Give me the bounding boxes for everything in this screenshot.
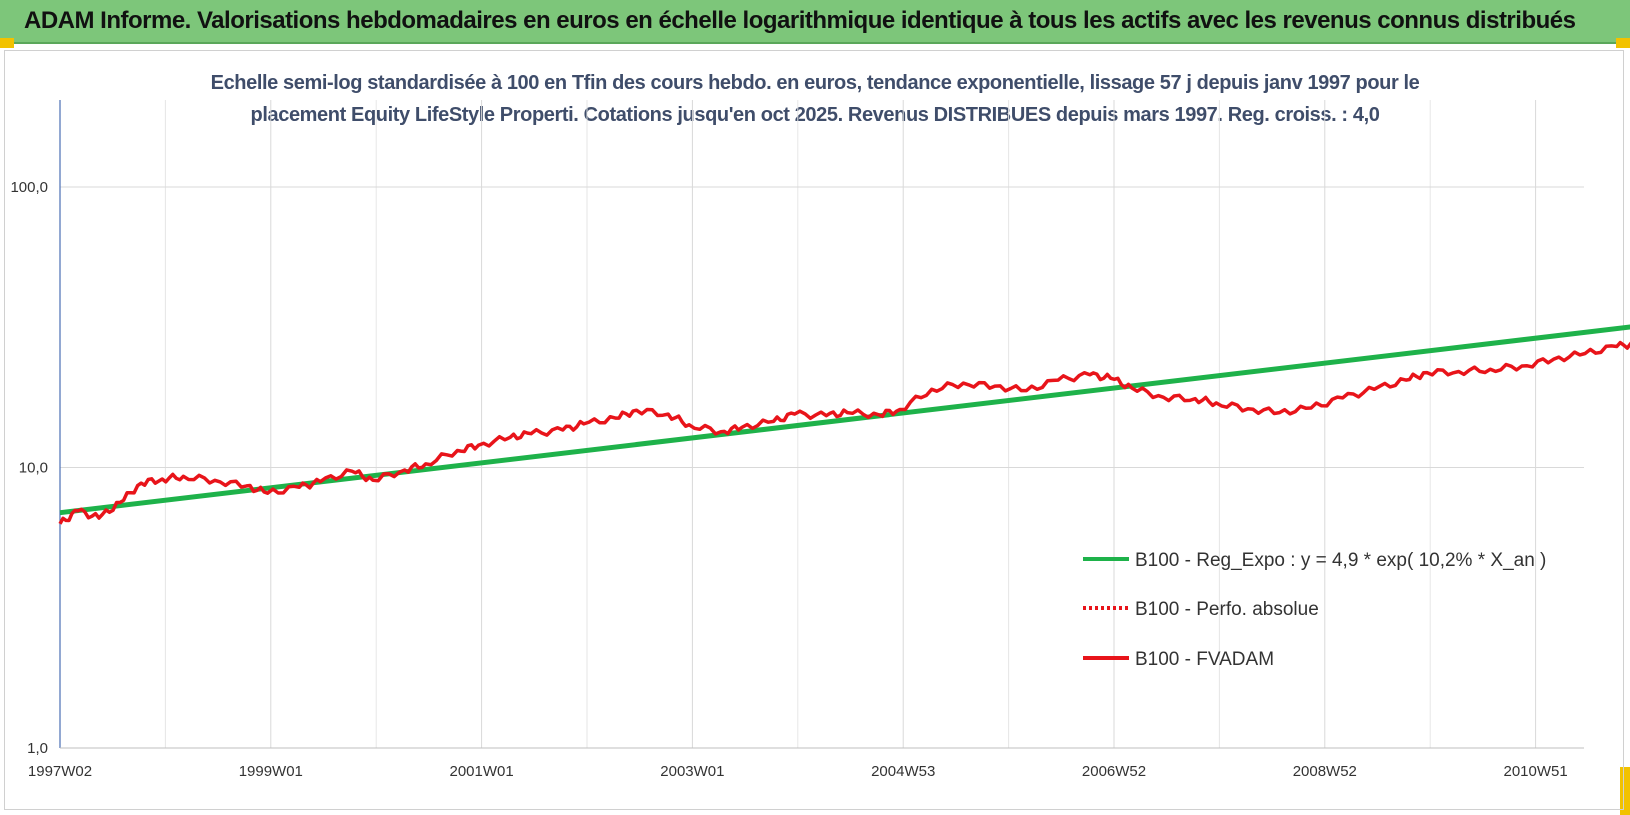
x-tick-label: 2004W53 [871, 763, 935, 780]
x-tick-label: 2010W51 [1503, 763, 1567, 780]
title-bar: ADAM Informe. Valorisations hebdomadaire… [0, 0, 1630, 44]
corner-marker-top-left [0, 38, 14, 48]
corner-marker-top-right [1616, 38, 1630, 48]
x-tick-label: 2003W01 [660, 763, 724, 780]
report-title: ADAM Informe. Valorisations hebdomadaire… [24, 7, 1576, 34]
legend-label-1: B100 - Perfo. absolue [1135, 599, 1319, 620]
legend-label-0: B100 - Reg_Expo : y = 4,9 * exp( 10,2% *… [1135, 550, 1546, 571]
series-line-2 [58, 340, 1630, 525]
corner-marker-bottom-right [1620, 767, 1630, 815]
y-tick-label: 100,0 [10, 179, 48, 196]
legend-label-2: B100 - FVADAM [1135, 649, 1274, 670]
chart-title-line-1: Echelle semi-log standardisée à 100 en T… [210, 72, 1420, 94]
chart-title-line-2: placement Equity LifeStyle Properti. Cot… [250, 104, 1380, 126]
y-tick-label: 10,0 [19, 460, 48, 477]
x-tick-label: 2001W01 [449, 763, 513, 780]
x-tick-label: 1999W01 [239, 763, 303, 780]
x-tick-label: 2006W52 [1082, 763, 1146, 780]
series-line-0 [59, 324, 1630, 516]
chart-frame [4, 50, 1624, 810]
x-tick-label: 2008W52 [1293, 763, 1357, 780]
x-tick-label: 1997W02 [28, 763, 92, 780]
y-tick-label: 1,0 [27, 740, 48, 757]
